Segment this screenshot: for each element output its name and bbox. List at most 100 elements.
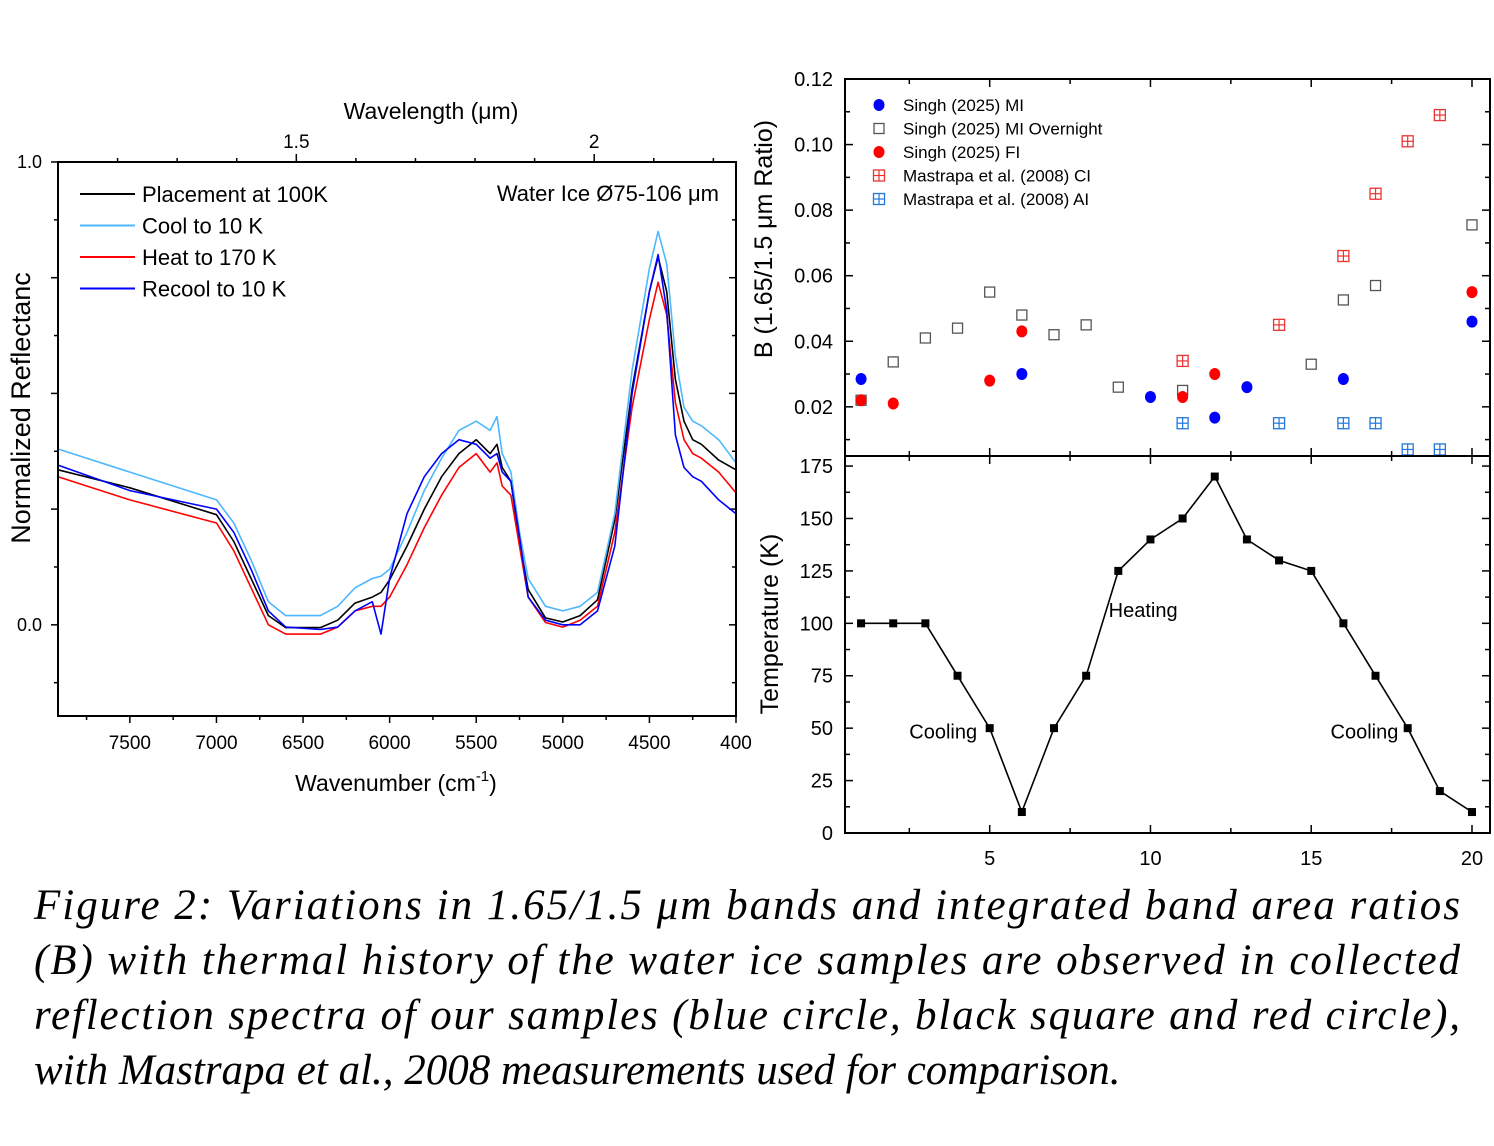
data-point-1: [1337, 294, 1350, 306]
x2-axis-title: Wavelength (μm): [344, 98, 519, 124]
data-point-4: [1433, 443, 1446, 456]
x-tick-label: 6000: [368, 733, 410, 754]
data-point-0: [1016, 368, 1028, 381]
data-point-1: [1016, 309, 1028, 321]
legend-label: Cool to 10 K: [142, 214, 263, 239]
legend-label: Heat to 170 K: [142, 245, 277, 270]
data-point-1: [919, 332, 932, 344]
temperature-point: [1114, 566, 1123, 575]
temperature-line: [861, 475, 1473, 815]
temperature-point: [889, 619, 898, 628]
phase-annotation: Heating: [1109, 600, 1178, 622]
temperature-point: [985, 724, 994, 733]
caption-line: Figure 2: Variations in 1.65/1.5 μm band…: [33, 882, 1460, 929]
data-point-0: [1466, 315, 1478, 328]
temperature-point: [1467, 808, 1476, 817]
x-axis-title-end: ): [489, 770, 497, 796]
data-point-3: [1272, 318, 1286, 332]
y-axis-title: B (1.65/1.5 μm Ratio): [750, 120, 778, 358]
figure-caption: Figure 2: Variations in 1.65/1.5 μm band…: [33, 882, 1461, 1094]
data-point-2: [1177, 390, 1189, 403]
data-point-4: [1176, 417, 1189, 430]
y-tick-label: 0.06: [794, 266, 833, 288]
y-tick-label: 0.12: [794, 69, 833, 91]
legend-label: Singh (2025) MI Overnight: [903, 120, 1103, 139]
y-axis-title: Normalized Reflectanc: [6, 272, 36, 544]
data-point-1: [1466, 219, 1478, 231]
data-point-2: [984, 374, 996, 387]
legend-label: Singh (2025) MI: [903, 96, 1024, 115]
x-tick-label: 15: [1300, 848, 1322, 870]
temperature-point: [1210, 472, 1219, 481]
y-tick-label: 0.04: [794, 331, 833, 353]
x-tick-label: 4500: [628, 733, 670, 754]
temperature-point: [921, 619, 930, 628]
y-tick-label: 0.0: [17, 615, 42, 635]
series-line-1: [57, 230, 737, 617]
y-tick-label: 0: [822, 823, 833, 845]
data-point-3: [1337, 249, 1350, 263]
x-axis-title-text: Wavenumber (cm: [295, 770, 476, 796]
x-tick-label: 5: [984, 848, 995, 870]
temperature-point: [1275, 556, 1284, 565]
temperature-point: [1371, 671, 1380, 680]
legend-label: Mastrapa et al. (2008) CI: [903, 167, 1091, 186]
y-tick-label: 125: [800, 561, 833, 583]
data-point-1: [951, 322, 964, 334]
sample-annotation: Water Ice Ø75-106 μm: [497, 181, 719, 206]
legend-marker: [873, 122, 885, 135]
temperature-point: [1082, 671, 1091, 680]
temperature-point: [1435, 787, 1444, 796]
data-point-3: [1369, 187, 1382, 200]
data-point-1: [1369, 279, 1382, 292]
caption-line: (B) with thermal history of the water ic…: [34, 937, 1461, 984]
y-tick-label: 75: [811, 666, 833, 688]
x-axis-title-sup: -1: [476, 768, 489, 785]
b-ratio-plot: 0.12 0.10 0.08 0.06 0.04 0.02 Singh (2025) MI S…: [750, 69, 1490, 833]
temperature-point: [1339, 619, 1348, 628]
series-line-2: [57, 281, 737, 635]
temperature-point: [857, 619, 866, 628]
x-tick-label: 5500: [455, 733, 497, 754]
data-point-0: [1241, 381, 1253, 394]
data-point-2: [1466, 286, 1478, 299]
legend-marker: [873, 99, 885, 111]
spectra-plot: 7500 7000 6500 6000 5500 5000 4500 400 1.5 2 1.0 0.…: [6, 98, 752, 796]
x-tick-label: 5000: [542, 733, 584, 754]
caption-line: reflection spectra of our samples (blue …: [34, 992, 1460, 1039]
phase-annotation: Cooling: [1331, 722, 1399, 744]
legend-label: Placement at 100K: [142, 182, 328, 207]
phase-annotation: Cooling: [909, 722, 977, 744]
y-tick-label: 1.0: [17, 152, 42, 172]
y-tick-label: 0.10: [794, 135, 833, 157]
legend-marker: [872, 192, 886, 206]
y-tick-label: 100: [800, 613, 833, 635]
y-axis-title: Temperature (K): [756, 534, 784, 715]
x2-tick-label: 2: [589, 132, 600, 153]
data-point-4: [1337, 417, 1350, 430]
temperature-point: [1017, 808, 1026, 817]
y-tick-label: 150: [800, 508, 833, 530]
y-tick-label: 175: [800, 456, 833, 478]
legend-label: Recool to 10 K: [142, 277, 287, 302]
temperature-point: [1403, 724, 1412, 733]
temperature-point: [1049, 724, 1058, 733]
x-tick-label: 7500: [109, 733, 151, 754]
y-tick-label: 25: [811, 771, 833, 793]
temperature-point: [1146, 535, 1155, 544]
data-point-3: [1176, 354, 1189, 368]
data-point-0: [1209, 411, 1221, 424]
data-point-1: [1112, 381, 1124, 393]
legend-label: Mastrapa et al. (2008) AI: [903, 190, 1089, 209]
x-tick-label: 400: [720, 733, 752, 754]
data-point-2: [1209, 368, 1221, 381]
legend-label: Singh (2025) FI: [903, 143, 1020, 162]
series-line-0: [57, 256, 737, 629]
x-axis-title: Wavenumber (cm-1): [295, 768, 497, 796]
data-point-1: [984, 286, 996, 298]
data-point-4: [1401, 443, 1414, 456]
legend-marker: [873, 146, 885, 158]
x-tick-label: 20: [1461, 848, 1483, 870]
data-point-2: [855, 394, 867, 407]
